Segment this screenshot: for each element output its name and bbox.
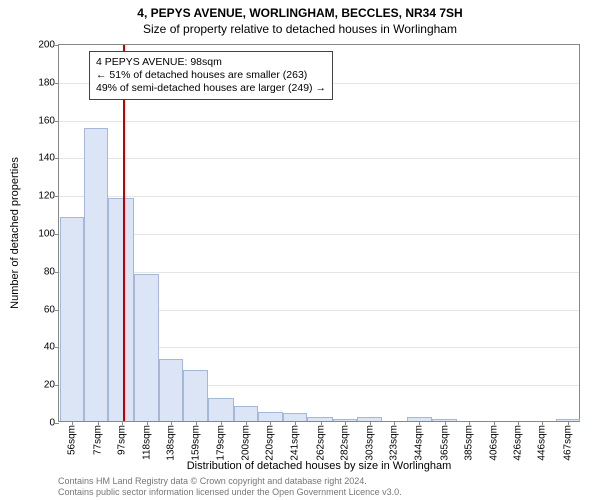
x-tick-label: 97sqm <box>116 425 127 455</box>
page-subtitle: Size of property relative to detached ho… <box>0 22 600 38</box>
y-tick-mark <box>55 385 59 386</box>
y-tick-mark <box>55 158 59 159</box>
page-title: 4, PEPYS AVENUE, WORLINGHAM, BECCLES, NR… <box>0 0 600 22</box>
y-tick-label: 60 <box>44 304 55 315</box>
chart-annotation-box: 4 PEPYS AVENUE: 98sqm ← 51% of detached … <box>89 51 333 100</box>
x-tick-label: 159sqm <box>191 425 202 461</box>
y-tick-mark <box>55 45 59 46</box>
histogram-bar <box>84 128 108 421</box>
x-tick-label: 77sqm <box>92 425 103 455</box>
footnote-line-1: Contains HM Land Registry data © Crown c… <box>58 476 580 487</box>
histogram-bar <box>159 359 183 421</box>
x-tick-label: 179sqm <box>215 425 226 461</box>
histogram-bar <box>258 412 283 421</box>
histogram-bar <box>108 198 133 421</box>
y-tick-mark <box>55 347 59 348</box>
x-tick-label: 323sqm <box>389 425 400 461</box>
gridline <box>59 234 579 235</box>
y-tick-label: 20 <box>44 380 55 391</box>
x-tick-label: 344sqm <box>414 425 425 461</box>
footnote: Contains HM Land Registry data © Crown c… <box>58 476 580 498</box>
y-tick-label: 100 <box>38 229 55 240</box>
x-tick-label: 241sqm <box>290 425 301 461</box>
marker-line <box>123 45 125 421</box>
x-tick-label: 406sqm <box>489 425 500 461</box>
y-tick-label: 140 <box>38 153 55 164</box>
y-axis-label-text: Number of detached properties <box>9 157 21 309</box>
histogram-bar <box>208 398 233 421</box>
x-tick-label: 365sqm <box>439 425 450 461</box>
x-axis-label: Distribution of detached houses by size … <box>58 460 580 472</box>
y-axis-label: Number of detached properties <box>8 44 22 422</box>
y-tick-mark <box>55 423 59 424</box>
x-tick-label: 426sqm <box>513 425 524 461</box>
histogram-bar <box>183 370 208 421</box>
gridline <box>59 196 579 197</box>
gridline <box>59 121 579 122</box>
x-tick-label: 220sqm <box>264 425 275 461</box>
x-tick-label: 138sqm <box>166 425 177 461</box>
x-tick-label: 200sqm <box>240 425 251 461</box>
y-tick-label: 160 <box>38 115 55 126</box>
chart-plot-area: 4 PEPYS AVENUE: 98sqm ← 51% of detached … <box>58 44 580 422</box>
y-tick-mark <box>55 121 59 122</box>
x-tick-label: 303sqm <box>365 425 376 461</box>
histogram-bar <box>60 217 84 421</box>
y-tick-mark <box>55 310 59 311</box>
x-tick-label: 282sqm <box>339 425 350 461</box>
histogram-bar <box>234 406 258 421</box>
y-tick-label: 120 <box>38 191 55 202</box>
annotation-line-1: 4 PEPYS AVENUE: 98sqm <box>96 56 326 69</box>
x-tick-label: 446sqm <box>537 425 548 461</box>
histogram-bar <box>134 274 159 421</box>
x-tick-label: 467sqm <box>562 425 573 461</box>
gridline <box>59 158 579 159</box>
y-tick-label: 200 <box>38 40 55 51</box>
y-tick-label: 80 <box>44 266 55 277</box>
annotation-line-2: ← 51% of detached houses are smaller (26… <box>96 69 326 82</box>
y-tick-label: 180 <box>38 77 55 88</box>
x-tick-label: 262sqm <box>315 425 326 461</box>
y-tick-label: 40 <box>44 342 55 353</box>
histogram-bar <box>283 413 307 421</box>
x-tick-label: 118sqm <box>142 425 153 460</box>
y-tick-mark <box>55 234 59 235</box>
x-tick-label: 56sqm <box>67 425 78 455</box>
y-tick-mark <box>55 83 59 84</box>
y-tick-mark <box>55 196 59 197</box>
y-tick-label: 0 <box>49 418 55 429</box>
y-tick-mark <box>55 272 59 273</box>
x-tick-label: 385sqm <box>463 425 474 461</box>
footnote-line-2: Contains public sector information licen… <box>58 487 580 498</box>
annotation-line-3: 49% of semi-detached houses are larger (… <box>96 82 326 95</box>
